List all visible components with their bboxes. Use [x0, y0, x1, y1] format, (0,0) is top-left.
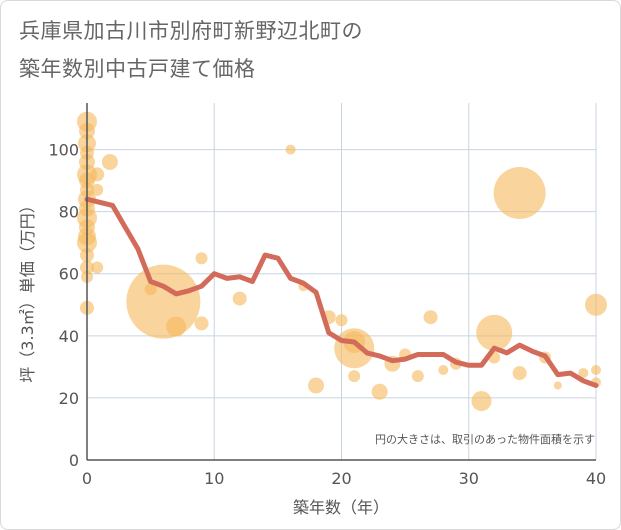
bubble-point	[90, 167, 105, 182]
y-tick-label: 60	[59, 265, 79, 284]
bubble-point	[591, 364, 601, 375]
x-tick-label: 40	[586, 469, 606, 488]
y-tick-label: 40	[59, 327, 79, 346]
bubble-point	[308, 377, 325, 394]
bubble-point	[166, 316, 187, 337]
trend-line	[84, 196, 599, 388]
bubble-point	[334, 328, 375, 369]
bubble-point	[471, 391, 492, 412]
bubble-size-note: 円の大きさは、取引のあった物件面積を示す	[375, 432, 595, 446]
bubble-point	[423, 310, 438, 325]
x-tick-label: 10	[204, 469, 224, 488]
y-tick-label: 20	[59, 389, 79, 408]
bubble-point	[195, 252, 208, 265]
bubble-point	[91, 183, 104, 196]
bubble-point	[512, 366, 527, 381]
bubble-point	[232, 291, 247, 306]
x-tick-label: 0	[82, 469, 92, 488]
y-axis-label: 坪（3.3㎡）単価（万円）	[18, 197, 37, 382]
bubble-point	[578, 368, 589, 379]
bubble-point	[411, 370, 424, 383]
bubble-point	[553, 381, 562, 390]
bubble-point	[91, 261, 104, 274]
x-tick-label: 30	[459, 469, 479, 488]
bubble-point	[126, 264, 201, 339]
bubble-point	[335, 314, 348, 327]
bubble-point	[194, 316, 209, 331]
y-tick-label: 80	[59, 203, 79, 222]
bubble-point	[285, 144, 296, 155]
y-tick-label: 0	[69, 451, 79, 470]
bubble-point	[493, 167, 546, 220]
bubble-point	[371, 383, 388, 400]
chart-title-line-1: 兵庫県加古川市別府町新野辺北町の	[19, 19, 363, 43]
x-tick-label: 20	[331, 469, 351, 488]
chart-title-line-2: 築年数別中古戸建て価格	[19, 57, 256, 81]
axes: 0 10 20 30 40 0 20 40 60 80 100	[48, 103, 606, 488]
x-axis-label: 築年数（年）	[293, 498, 389, 517]
bubble-point	[438, 364, 449, 375]
bubble-point	[476, 314, 513, 351]
bubble-point	[101, 153, 118, 170]
bubble-point	[585, 293, 607, 316]
y-tick-label: 100	[48, 141, 79, 160]
bubble-point	[348, 370, 361, 383]
